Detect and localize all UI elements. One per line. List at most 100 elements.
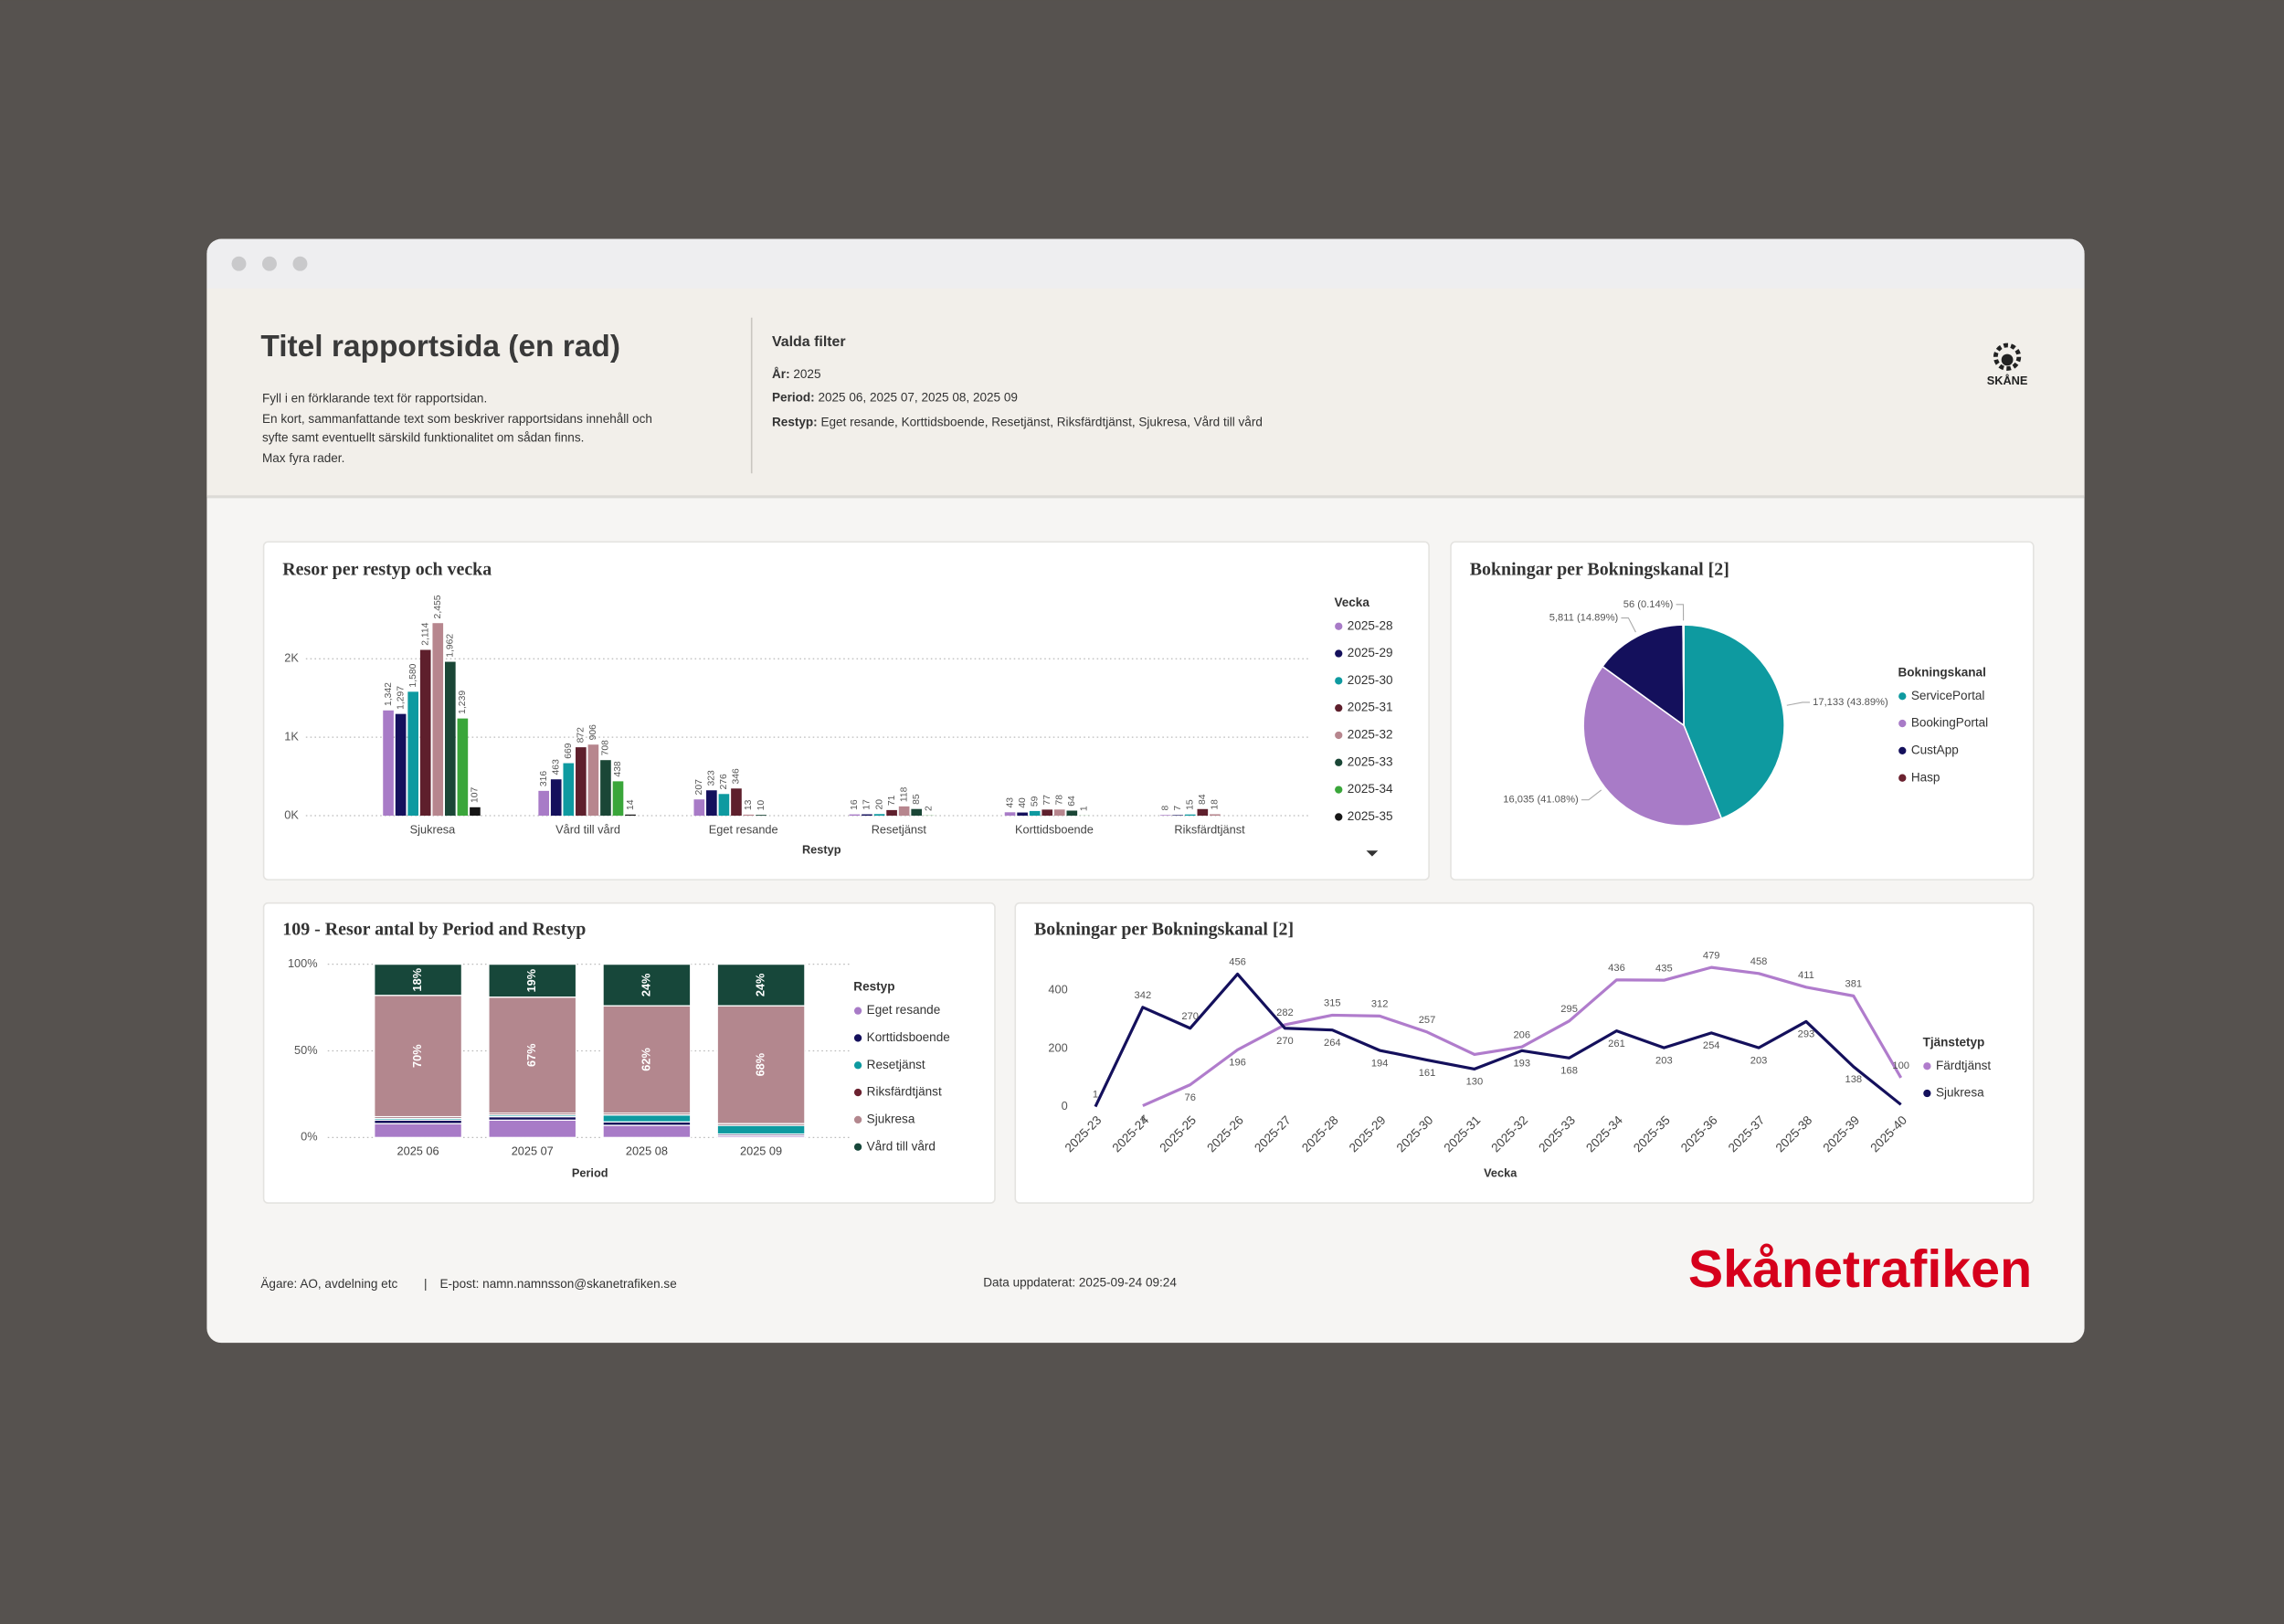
data-label: 40 — [1018, 797, 1028, 808]
legend-label: Eget resande — [867, 1003, 941, 1017]
legend-label: Korttidsboende — [867, 1030, 950, 1044]
bar — [600, 760, 611, 816]
data-label: 43 — [1005, 797, 1015, 808]
x-tick-label: Korttidsboende — [1015, 822, 1094, 836]
leader-line — [1676, 604, 1685, 621]
bar — [731, 788, 742, 816]
legend-label: BookingPortal — [1911, 716, 1988, 730]
data-label: 59 — [1030, 796, 1040, 807]
bar — [432, 623, 444, 816]
legend-label: 2025-31 — [1348, 701, 1393, 714]
legend-title: Vecka — [1334, 596, 1369, 609]
filter-value: 2025 06, 2025 07, 2025 08, 2025 09 — [818, 390, 1017, 404]
legend-scroll-arrow[interactable] — [1366, 850, 1379, 857]
data-label: 161 — [1419, 1068, 1436, 1079]
logo-text: SKÅNE — [1987, 374, 2028, 387]
legend-swatch — [1898, 746, 1907, 755]
pie-slice — [1582, 665, 1723, 827]
description-line: En kort, sammanfattande text som beskriv… — [262, 412, 652, 426]
data-label: 1,297 — [396, 686, 406, 710]
legend-label: Resetjänst — [867, 1058, 925, 1071]
data-label: 56 (0.14%) — [1623, 599, 1674, 610]
data-label: 270 — [1181, 1011, 1199, 1022]
bar-segment — [716, 1005, 806, 1124]
data-label: 15 — [1186, 799, 1196, 810]
x-tick-label: 2025 08 — [626, 1144, 668, 1158]
x-axis-title: Period — [572, 1166, 608, 1180]
bar-segment — [602, 1005, 692, 1114]
data-label: 24% — [639, 974, 652, 997]
x-tick-label: Vård till vård — [555, 822, 620, 836]
legend-swatch — [853, 1061, 862, 1070]
data-label: 7 — [1173, 806, 1183, 811]
data-label: 85 — [912, 794, 922, 805]
data-label: 872 — [576, 727, 587, 743]
data-label: 118 — [899, 786, 909, 802]
legend-label: Vård till vård — [867, 1139, 936, 1153]
bar — [743, 814, 755, 816]
y-tick-label: 2K — [284, 651, 299, 665]
data-label: 282 — [1276, 1007, 1294, 1018]
data-label: 458 — [1750, 956, 1768, 967]
bar-segment — [602, 1114, 692, 1123]
data-label: 130 — [1466, 1077, 1484, 1088]
data-label: 323 — [707, 770, 717, 786]
y-tick-label: 0% — [301, 1130, 317, 1144]
data-label: 17,133 (43.89%) — [1813, 697, 1888, 708]
description-line: Max fyra rader. — [262, 451, 344, 465]
page-title: Titel rapportsida (en rad) — [260, 330, 620, 364]
bar — [550, 779, 562, 816]
data-label: 194 — [1371, 1058, 1389, 1069]
data-label: 708 — [601, 740, 611, 756]
data-label: 100 — [1892, 1060, 1909, 1071]
y-tick-label: 0 — [1062, 1099, 1068, 1113]
legend-swatch — [1335, 704, 1343, 712]
data-label: 196 — [1229, 1058, 1246, 1069]
bar-segment — [374, 963, 463, 997]
data-label: 1,962 — [446, 634, 456, 658]
footer-separator: | — [424, 1277, 428, 1291]
legend-swatch — [853, 1088, 862, 1097]
footer-email: E-post: namn.namnsson@skanetrafiken.se — [440, 1277, 677, 1291]
bar — [538, 790, 550, 816]
bar — [873, 814, 885, 816]
legend-label: 2025-34 — [1348, 782, 1393, 796]
data-label: 10 — [756, 800, 767, 811]
legend-title: Tjänstetyp — [1923, 1035, 1985, 1049]
y-tick-label: 400 — [1048, 983, 1067, 997]
data-label: 293 — [1798, 1029, 1815, 1040]
filter-label: Restyp: — [772, 415, 818, 428]
data-label: 203 — [1750, 1055, 1768, 1066]
data-label: 1,342 — [384, 682, 394, 706]
bar — [407, 691, 418, 816]
x-tick-label: Riksfärdtjänst — [1174, 822, 1245, 836]
y-tick-label: 1K — [284, 730, 299, 743]
logo: SKÅNE — [1987, 343, 2028, 387]
legend-swatch — [1335, 731, 1343, 740]
legend-label: Hasp — [1911, 770, 1940, 784]
data-label: 14 — [626, 799, 636, 810]
data-label: 67% — [524, 1043, 538, 1067]
legend-swatch — [1335, 758, 1343, 766]
bar-segment — [602, 963, 692, 1007]
bar — [470, 807, 481, 816]
data-label: 381 — [1845, 979, 1862, 990]
filters-title: Valda filter — [772, 334, 846, 350]
legend-title: Restyp — [853, 980, 894, 994]
data-label: 669 — [564, 743, 574, 759]
data-label: 20 — [874, 799, 884, 810]
data-label: 2 — [924, 806, 934, 811]
data-label: 254 — [1703, 1040, 1720, 1051]
bar — [563, 763, 575, 816]
legend-label: 2025-35 — [1348, 809, 1393, 823]
x-tick-label: 2025 09 — [740, 1144, 782, 1158]
legend-label: ServicePortal — [1911, 689, 1985, 702]
bar — [1184, 814, 1196, 816]
legend-label: Riksfärdtjänst — [867, 1085, 942, 1099]
bar — [576, 747, 587, 816]
data-label: 107 — [471, 786, 481, 803]
bar — [625, 814, 636, 816]
y-tick-label: 50% — [294, 1043, 318, 1057]
bar-segment — [716, 963, 806, 1007]
